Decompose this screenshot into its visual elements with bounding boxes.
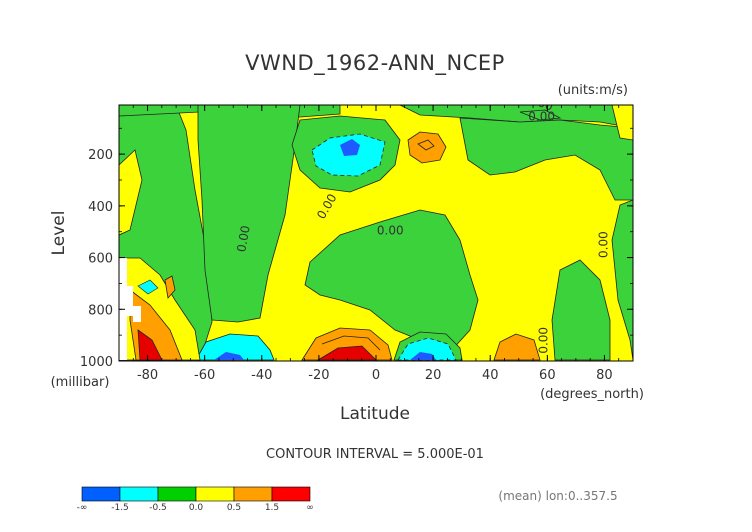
region-orange-small-south: [164, 275, 176, 299]
region-red-lower: [316, 345, 377, 361]
missing-data-3: [133, 306, 141, 322]
y-axis: 200 400 600 800 1000: [80, 127, 633, 370]
region-green-mid: [304, 209, 479, 353]
x-tick-label: 80: [596, 368, 613, 383]
contour-labels: 0.00 0.000.000.000.00 0.000.000.00: [234, 91, 610, 354]
x-tick-label: -40: [251, 368, 272, 383]
x-axis: -80 -60 -40 -20 0 20 40 60 80: [118, 105, 634, 383]
region-yellow-notch: [119, 149, 143, 236]
region-green-right-edge: [611, 199, 633, 361]
contour-label: 0.00: [528, 110, 555, 124]
colorbar-label: 0.5: [227, 503, 241, 513]
y-axis-units: (millibar): [51, 375, 110, 390]
contour-orange-lower-inner: [321, 335, 381, 351]
colorbar-swatch: [233, 486, 273, 502]
contour-label: 0.00: [596, 231, 610, 258]
region-orange-lower-mid: [493, 333, 541, 361]
x-tick-label: 0: [372, 368, 380, 383]
y-axis-label: Level: [49, 211, 69, 256]
contour-label: 0.00: [525, 91, 555, 113]
y-tick-label: 200: [88, 148, 113, 163]
region-cyan-lower-south: [195, 333, 275, 361]
colorbar-swatch: [195, 486, 235, 502]
colorbar-label: -1.5: [111, 503, 129, 513]
x-axis-label: Latitude: [340, 404, 410, 424]
region-blue-lower-nh: [410, 352, 436, 360]
contour-label: 0.00: [377, 223, 404, 237]
colorbar-label: 1.5: [265, 503, 279, 513]
region-orange-upper: [407, 131, 447, 164]
colorbar-label: -0.5: [149, 503, 167, 513]
contour-label: 0.00: [234, 224, 252, 253]
x-tick-label: -20: [308, 368, 329, 383]
region-orange-lower: [301, 327, 393, 361]
x-axis-units: (degrees_north): [540, 387, 644, 402]
x-tick-label: 40: [482, 368, 499, 383]
contour-label: 0.00: [536, 327, 550, 354]
colorbar-swatch: [157, 486, 197, 502]
colorbar-swatch: [119, 486, 159, 502]
colorbar-label: ∞: [306, 503, 314, 513]
region-yellow-corner: [611, 105, 633, 141]
chart-title: VWND_1962-ANN_NCEP: [245, 51, 505, 76]
colorbar-label: 0.0: [189, 503, 204, 513]
region-blue-lower-south: [214, 352, 244, 360]
region-blue-core: [340, 139, 360, 156]
region-green-lower-right: [551, 259, 611, 361]
contour-field: 0.00 0.000.000.000.00 0.000.000.00: [119, 91, 633, 361]
x-tick-label: -80: [137, 368, 158, 383]
contour-label: 0.00: [337, 94, 364, 108]
contour-orange-inner: [417, 139, 435, 151]
colorbar-label: -∞: [77, 503, 88, 513]
x-tick-label: 60: [539, 368, 556, 383]
region-green-upper-right: [459, 117, 633, 201]
units-label: (units:m/s): [558, 83, 628, 98]
y-tick-label: 600: [88, 252, 113, 267]
region-cyan-south-small: [137, 279, 159, 295]
region-green-small-top: [519, 109, 562, 121]
missing-data-2: [127, 286, 133, 316]
y-tick-label: 400: [88, 200, 113, 215]
colorbar: -∞ -1.5 -0.5 0.0 0.5 1.5 ∞: [77, 486, 314, 513]
x-tick-label: -60: [194, 368, 215, 383]
colorbar-swatch: [81, 486, 121, 502]
contour-interval-text: CONTOUR INTERVAL = 5.000E-01: [266, 447, 484, 462]
y-tick-label: 1000: [80, 355, 113, 370]
x-tick-label: 20: [425, 368, 442, 383]
region-cyan-lower-nh: [397, 337, 457, 361]
y-tick-label: 800: [88, 303, 113, 318]
colorbar-swatch: [271, 486, 311, 502]
mean-text: (mean) lon:0..357.5: [498, 489, 617, 503]
